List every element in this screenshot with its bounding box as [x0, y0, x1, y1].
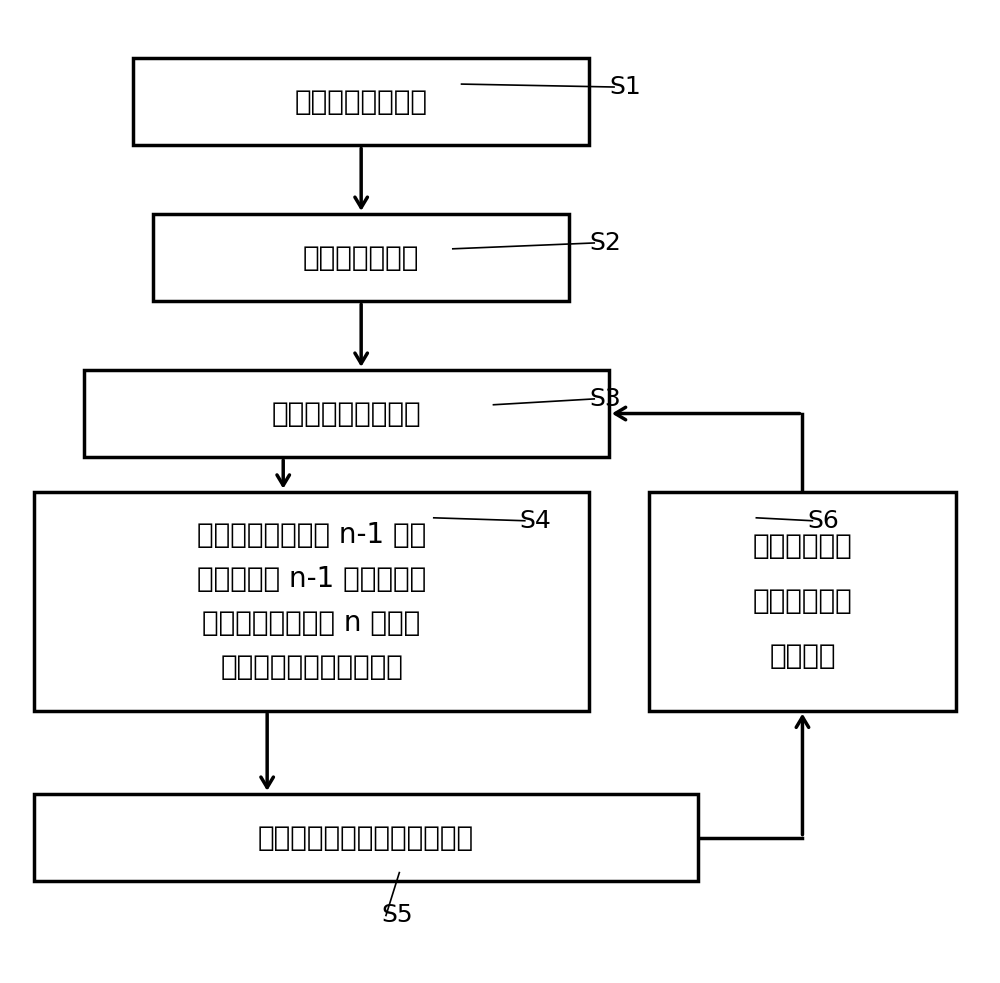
Text: 局部坐标系中，指导预制: 局部坐标系中，指导预制 [220, 653, 403, 681]
Bar [133, 58, 589, 145]
Bar [153, 213, 569, 302]
Text: S4: S4 [520, 509, 552, 533]
Text: 节段局部坐标系建立: 节段局部坐标系建立 [271, 399, 421, 428]
Text: 调整后一节段: 调整后一节段 [753, 587, 852, 615]
Text: S5: S5 [381, 903, 413, 928]
Text: 整体坐标系建立: 整体坐标系建立 [303, 244, 419, 271]
Text: S6: S6 [807, 509, 839, 533]
Bar [84, 370, 609, 457]
Text: 系中的坐标转换到 n 号节段: 系中的坐标转换到 n 号节段 [202, 609, 421, 637]
Bar [34, 492, 589, 711]
Text: S1: S1 [609, 75, 641, 99]
Text: 预制线形: 预制线形 [769, 642, 836, 670]
Text: S2: S2 [589, 231, 621, 255]
Bar [649, 492, 956, 711]
Text: 输入实测数据，进行误差分析: 输入实测数据，进行误差分析 [258, 824, 474, 851]
Bar [34, 793, 698, 882]
Text: 段控制点在 n-1 号节段坐标: 段控制点在 n-1 号节段坐标 [197, 565, 426, 593]
Text: 输入实测数据，把 n-1 号节: 输入实测数据，把 n-1 号节 [197, 521, 426, 549]
Text: 理论预制线形输入: 理论预制线形输入 [295, 87, 428, 116]
Text: 根据误差大小: 根据误差大小 [753, 533, 852, 560]
Text: S3: S3 [589, 387, 621, 411]
